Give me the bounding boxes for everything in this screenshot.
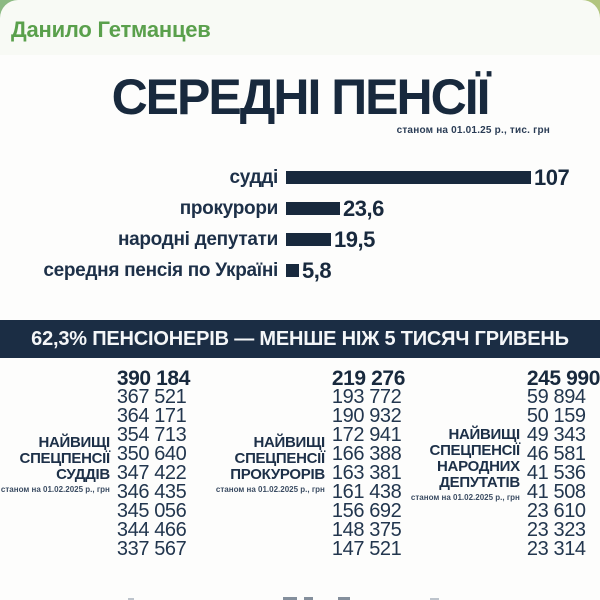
pension-value: 354 713 bbox=[116, 424, 187, 446]
pension-value: 49 343 bbox=[526, 424, 586, 446]
pension-value: 344 466 bbox=[116, 519, 187, 541]
table-note: станом на 01.02.2025 р., грн bbox=[410, 492, 520, 502]
pension-value: 350 640 bbox=[116, 443, 187, 465]
pension-value: 23 323 bbox=[526, 519, 586, 541]
bar-prosecutors bbox=[286, 202, 340, 215]
pension-value: 23 314 bbox=[526, 538, 586, 560]
pension-value: 50 159 bbox=[526, 405, 586, 427]
bar-value: 5,8 bbox=[302, 257, 332, 283]
pension-value: 23 610 bbox=[526, 500, 586, 522]
pension-value: 59 894 bbox=[526, 386, 586, 408]
table-note: станом на 01.02.2025 р., грн bbox=[0, 484, 110, 494]
bar-category-label: прокурори bbox=[179, 197, 279, 219]
table-label-prosecutors: НАЙВИЩІ СПЕЦПЕНСІЇ ПРОКУРОРІВ станом на 01… bbox=[215, 433, 326, 494]
pension-value: 156 692 bbox=[331, 500, 402, 522]
pension-value: 163 381 bbox=[331, 462, 402, 484]
pension-value: 245 990 bbox=[526, 367, 600, 390]
pension-table-deputies: НАЙВИЩІ СПЕЦПЕНСІЇ НАРОДНИХ ДЕПУТАТІВ стано… bbox=[410, 367, 600, 560]
pension-value: 190 932 bbox=[331, 405, 402, 427]
table-title-line: СПЕЦПЕНСІЇ bbox=[19, 449, 111, 467]
table-title-line: ДЕПУТАТІВ bbox=[439, 473, 520, 491]
bar-deputies bbox=[286, 233, 331, 246]
table-title-line: ПРОКУРОРІВ bbox=[230, 465, 325, 483]
pension-value: 161 438 bbox=[331, 481, 402, 503]
pension-value: 41 536 bbox=[526, 462, 586, 484]
pension-bar-chart: судді 107 прокурори 23,6 народні депутат… bbox=[0, 162, 600, 286]
table-title-line: СПЕЦПЕНСІЇ bbox=[234, 449, 326, 467]
pension-value: 345 056 bbox=[116, 500, 187, 522]
bar-category-label: судді bbox=[229, 166, 278, 188]
top-pensions-section: НАЙВИЩІ СПЕЦПЕНСІЇ СУДДІВ станом на 01.02.… bbox=[0, 367, 600, 560]
bar-judges bbox=[286, 171, 531, 184]
bar-value: 23,6 bbox=[343, 195, 384, 221]
pension-value: 46 581 bbox=[526, 443, 586, 465]
bar-category-label: народні депутати bbox=[117, 228, 278, 250]
pension-value: 390 184 bbox=[116, 367, 191, 390]
pension-value: 148 375 bbox=[331, 519, 402, 541]
pension-value: 41 508 bbox=[526, 481, 586, 503]
bar-value: 19,5 bbox=[334, 226, 375, 252]
pension-value: 147 521 bbox=[331, 538, 402, 560]
pension-value: 172 941 bbox=[331, 424, 402, 446]
pension-value: 347 422 bbox=[116, 462, 187, 484]
table-note: станом на 01.02.2025 р., грн bbox=[215, 484, 325, 494]
table-label-judges: НАЙВИЩІ СПЕЦПЕНСІЇ СУДДІВ станом на 01.02.… bbox=[0, 433, 111, 494]
bar-row: судді 107 bbox=[0, 162, 600, 193]
pension-value: 346 435 bbox=[116, 481, 187, 503]
pension-values-prosecutors: 219 276 193 772 190 932 172 941 166 388 163 3… bbox=[331, 367, 406, 560]
pension-value: 367 521 bbox=[116, 386, 187, 408]
bar-row: середня пенсія по Україні 5,8 bbox=[0, 255, 600, 286]
pensioners-banner: 62,3% ПЕНСІОНЕРІВ — МЕНШЕ НІЖ 5 ТИСЯЧ ГР… bbox=[0, 320, 600, 358]
pension-value: 193 772 bbox=[331, 386, 402, 408]
pension-values-judges: 390 184 367 521 364 171 354 713 350 640 347 4… bbox=[116, 367, 191, 560]
pension-value: 219 276 bbox=[331, 367, 406, 390]
bar-average-ukraine bbox=[286, 264, 299, 277]
pension-value: 166 388 bbox=[331, 443, 402, 465]
pension-value: 337 567 bbox=[116, 538, 187, 560]
channel-name[interactable]: Данило Гетманцев bbox=[11, 17, 211, 42]
bar-row: народні депутати 19,5 bbox=[0, 224, 600, 255]
bar-category-label: середня пенсія по Україні bbox=[43, 259, 278, 281]
poster-title: СЕРЕДНІ ПЕНСІЇ bbox=[111, 69, 491, 125]
table-title-line: СУДДІВ bbox=[56, 465, 110, 483]
table-title-line: НАЙВИЩІ bbox=[253, 433, 325, 451]
table-title-line: НАЙВИЩІ bbox=[448, 425, 520, 443]
pension-table-judges: НАЙВИЩІ СПЕЦПЕНСІЇ СУДДІВ станом на 01.02.… bbox=[0, 367, 200, 560]
poster-subtitle: станом на 01.01.25 р., тис. грн bbox=[396, 125, 550, 136]
table-title-line: НАЙВИЩІ bbox=[38, 433, 110, 451]
bar-value: 107 bbox=[534, 164, 570, 190]
pension-value: 364 171 bbox=[116, 405, 187, 427]
pension-values-deputies: 245 990 59 894 50 159 49 343 46 581 41 536 41 … bbox=[526, 367, 600, 560]
clipped-next-line bbox=[0, 596, 600, 600]
pension-table-prosecutors: НАЙВИЩІ СПЕЦПЕНСІЇ ПРОКУРОРІВ станом на 01… bbox=[200, 367, 413, 560]
bar-row: прокурори 23,6 bbox=[0, 193, 600, 224]
infographic-image[interactable]: СЕРЕДНІ ПЕНСІЇ станом на 01.01.25 р., ти… bbox=[0, 55, 600, 600]
table-title-line: СПЕЦПЕНСІЇ bbox=[429, 441, 521, 459]
table-title-line: НАРОДНИХ bbox=[437, 457, 520, 475]
table-label-deputies: НАЙВИЩІ СПЕЦПЕНСІЇ НАРОДНИХ ДЕПУТАТІВ стано… bbox=[410, 425, 521, 502]
